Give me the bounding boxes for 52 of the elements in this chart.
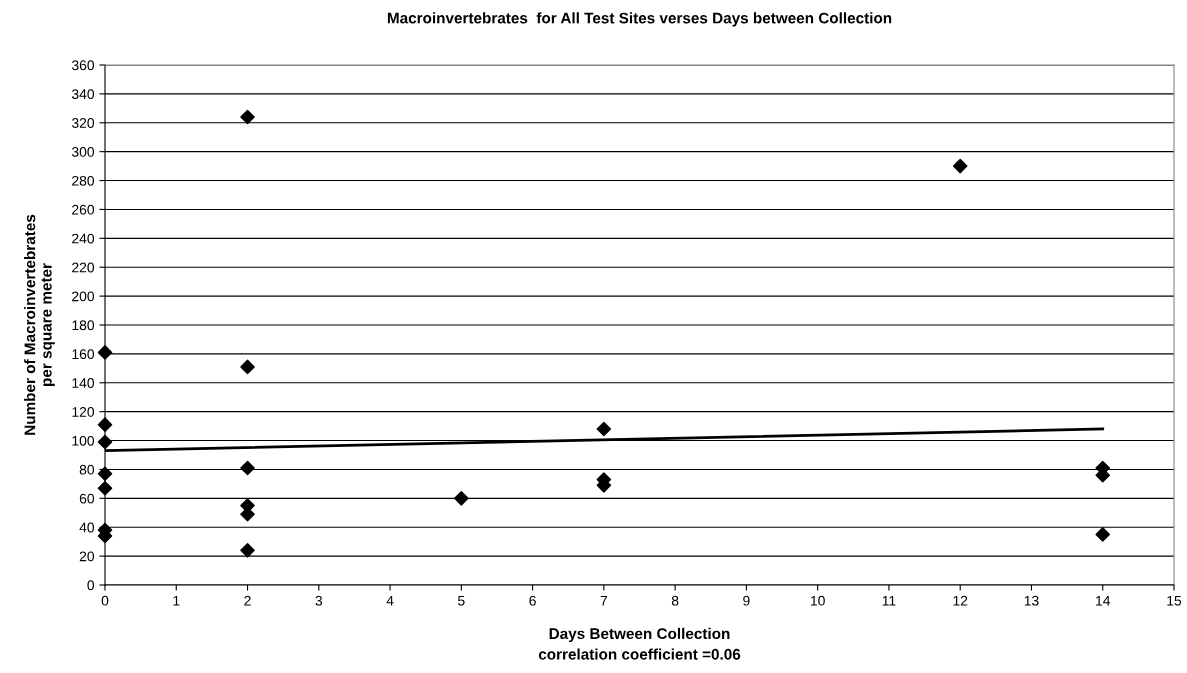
x-tick-label: 0 (101, 595, 109, 606)
x-tick-label: 9 (743, 595, 750, 606)
y-tick-label: 60 (79, 493, 95, 504)
y-tick-label: 260 (72, 204, 95, 215)
y-tick-label: 300 (71, 147, 95, 157)
point (97, 434, 113, 450)
x-tick-label: 1 (173, 595, 180, 606)
point (240, 543, 255, 558)
text: correlation coefficient =0.06 (538, 648, 741, 660)
y-tick-label: 240 (72, 233, 95, 244)
x-tick-label: 4 (386, 595, 394, 606)
chart-title: Macroinvertebrates for All Test Sites verses Days between Collection (387, 12, 892, 27)
x-tick-label: 11 (882, 595, 896, 606)
y-tick-label: 200 (72, 291, 95, 302)
x-tick-label: 6 (529, 595, 536, 606)
y-tick-label: 180 (72, 320, 95, 331)
y-tick-label: 220 (72, 262, 95, 273)
point (240, 460, 255, 476)
x-tick-label: 3 (315, 595, 323, 606)
y-axis-title: Number of Macroinvertebrates per square meter (24, 214, 55, 435)
y-tick-label: 120 (72, 407, 95, 417)
y-tick-label: 340 (71, 89, 95, 100)
y-tick-label: 0 (87, 580, 95, 591)
x-tick-label: 8 (671, 595, 679, 606)
x-tick-label: 12 (953, 595, 968, 606)
point (596, 421, 612, 437)
y-tick-label: 360 (71, 60, 95, 71)
point (97, 345, 113, 360)
point (97, 480, 113, 496)
y-tick-label: 160 (72, 349, 95, 360)
y-tick-label: 80 (79, 464, 95, 475)
point (240, 109, 255, 125)
x-axis-title: Days Between Collection (549, 627, 730, 643)
x-tick-label: 7 (600, 595, 608, 606)
point (240, 359, 255, 375)
point (952, 158, 968, 174)
y-tick-label: 100 (72, 435, 95, 446)
x-tick-label: 14 (1096, 595, 1111, 606)
y-tick-label: 40 (79, 522, 95, 533)
x-tick-label: 15 (1167, 595, 1182, 606)
x-tick-label: 10 (811, 595, 825, 606)
x-tick-label: 13 (1024, 595, 1039, 606)
point (97, 466, 113, 482)
point (97, 417, 113, 432)
x-tick-label: 2 (244, 595, 251, 606)
point (1095, 527, 1111, 542)
x-tick-label: 5 (458, 595, 465, 606)
y-tick-label: 320 (71, 118, 95, 128)
y-tick-label: 140 (72, 378, 95, 388)
y-tick-label: 280 (72, 175, 95, 186)
point (454, 491, 469, 506)
y-tick-label: 20 (79, 551, 95, 562)
